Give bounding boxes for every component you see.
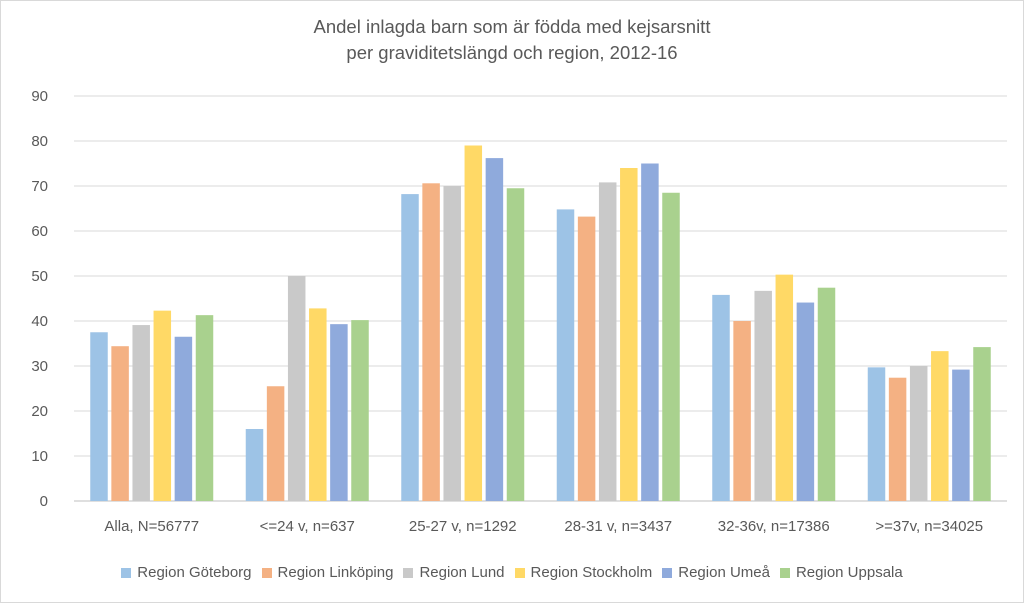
bar [90, 332, 108, 501]
bar [132, 325, 150, 501]
gridlines [74, 95, 1007, 502]
legend-swatch [261, 567, 272, 578]
y-tick-label: 80 [31, 133, 48, 150]
bar [111, 346, 129, 501]
y-tick-label: 90 [31, 88, 48, 105]
bar [422, 183, 440, 502]
y-tick-label: 70 [31, 178, 48, 195]
bar [153, 310, 172, 501]
legend-label: Region Linköping [277, 564, 394, 581]
bar [266, 386, 285, 501]
y-tick-label: 0 [40, 493, 48, 510]
bar [867, 367, 886, 501]
x-tick-label: >=37v, n=34025 [875, 518, 983, 535]
legend-label: Region Lund [419, 564, 505, 581]
legend-label: Region Göteborg [137, 564, 252, 581]
legend-swatch [403, 567, 414, 578]
bar [620, 168, 638, 501]
legend-label: Region Uppsala [795, 564, 903, 581]
bar [754, 290, 772, 501]
bar [817, 287, 836, 501]
bar [775, 274, 794, 501]
legend-item: Region Linköping [261, 564, 394, 581]
x-axis-ticks: Alla, N=56777 <=24 v, n=637 25-27 v, n=129… [104, 518, 983, 535]
bar [796, 302, 815, 501]
x-tick-label: 28-31 v, n=3437 [564, 518, 672, 535]
bar [712, 294, 730, 501]
y-tick-label: 20 [31, 403, 48, 420]
bar [506, 188, 525, 501]
bars [90, 145, 991, 502]
bar [195, 315, 214, 501]
legend-item: Region Uppsala [779, 564, 903, 581]
y-axis-ticks: 0 10 20 30 40 50 60 70 80 90 [31, 88, 48, 510]
bar [598, 182, 617, 501]
bar [641, 163, 659, 501]
y-tick-label: 10 [31, 448, 48, 465]
bar [888, 377, 907, 501]
legend-item: Region Göteborg [121, 564, 252, 581]
bar [485, 158, 504, 501]
bar [245, 429, 264, 501]
x-tick-label: Alla, N=56777 [104, 518, 199, 535]
y-tick-label: 30 [31, 358, 48, 375]
bar [174, 336, 193, 501]
bar [330, 324, 348, 501]
legend: Region Göteborg Region Linköping Region Lu… [0, 564, 1024, 581]
legend-swatch [121, 567, 132, 578]
bar [931, 351, 949, 501]
chart-title: Andel inlagda barn som är födda med kejs… [313, 16, 711, 37]
x-tick-label: 25-27 v, n=1292 [409, 518, 517, 535]
bar [973, 347, 991, 501]
bar [287, 276, 306, 501]
bar [351, 320, 369, 501]
legend-item: Region Umeå [662, 564, 770, 581]
legend-label: Region Umeå [678, 564, 770, 581]
bar [309, 308, 327, 501]
bar [662, 192, 680, 501]
legend-swatch [779, 567, 790, 578]
chart-subtitle: per graviditetslängd och region, 2012-16 [346, 42, 678, 63]
x-tick-label: 32-36v, n=17386 [718, 518, 830, 535]
y-tick-label: 60 [31, 223, 48, 240]
legend-item: Region Lund [403, 564, 505, 581]
legend-item: Region Stockholm [514, 564, 653, 581]
bar [443, 186, 461, 501]
legend-label: Region Stockholm [530, 564, 653, 581]
y-tick-label: 40 [31, 313, 48, 330]
bar [577, 216, 596, 501]
bar [464, 145, 483, 501]
legend-swatch [514, 567, 525, 578]
bar [733, 321, 751, 501]
x-tick-label: <=24 v, n=637 [260, 518, 355, 535]
legend-swatch [662, 567, 673, 578]
bar [401, 194, 419, 501]
chart-title-block: Andel inlagda barn som är födda med kejs… [0, 14, 1024, 66]
bar [556, 209, 575, 501]
bar [909, 366, 928, 501]
y-tick-label: 50 [31, 268, 48, 285]
bar [952, 369, 970, 501]
